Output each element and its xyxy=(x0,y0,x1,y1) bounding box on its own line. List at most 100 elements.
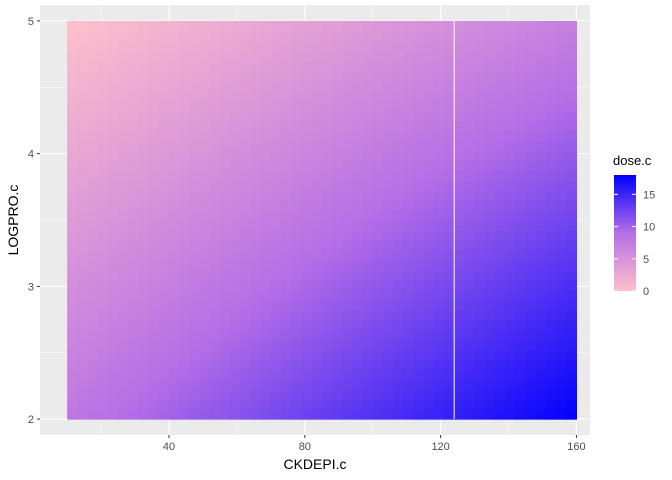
heatmap-tile xyxy=(169,70,180,82)
heatmap-tile xyxy=(423,210,435,221)
heatmap-tile xyxy=(67,409,78,420)
heatmap-tile xyxy=(250,120,262,132)
heatmap-tile xyxy=(118,190,129,201)
heatmap-tile xyxy=(331,339,343,350)
heatmap-tile xyxy=(67,299,78,311)
heatmap-tile xyxy=(87,110,99,122)
heatmap-tile xyxy=(281,40,292,52)
heatmap-tile xyxy=(107,140,119,151)
heatmap-tile xyxy=(535,269,547,281)
heatmap-tile xyxy=(494,50,506,62)
heatmap-tile xyxy=(107,80,119,92)
heatmap-tile xyxy=(209,190,221,201)
heatmap-tile xyxy=(444,309,455,321)
heatmap-tile xyxy=(118,90,129,102)
heatmap-tile xyxy=(97,60,109,72)
heatmap-tile xyxy=(219,130,231,141)
y-tick-label: 4 xyxy=(28,149,34,161)
heatmap-tile xyxy=(525,289,537,301)
heatmap-tile xyxy=(199,180,211,191)
heatmap-tile xyxy=(494,100,506,112)
heatmap-tile xyxy=(179,120,190,132)
heatmap-tile xyxy=(556,200,567,211)
heatmap-tile xyxy=(107,160,119,171)
heatmap-tile xyxy=(454,160,465,171)
heatmap-tile xyxy=(250,130,262,141)
heatmap-tile xyxy=(67,220,78,231)
heatmap-tile xyxy=(454,339,465,350)
heatmap-tile xyxy=(179,359,190,370)
heatmap-tile xyxy=(230,60,241,72)
heatmap-tile xyxy=(270,140,282,151)
heatmap-tile xyxy=(179,299,190,311)
heatmap-tile xyxy=(413,359,425,370)
heatmap-tile xyxy=(67,239,78,251)
heatmap-tile xyxy=(494,110,506,122)
heatmap-tile xyxy=(209,130,221,141)
heatmap-tile xyxy=(67,200,78,211)
heatmap-tile xyxy=(250,220,262,231)
heatmap-tile xyxy=(393,160,404,171)
heatmap-tile xyxy=(87,170,99,181)
heatmap-tile xyxy=(199,160,211,171)
heatmap-tile xyxy=(138,339,150,350)
heatmap-tile xyxy=(474,229,486,241)
heatmap-tile xyxy=(545,399,557,410)
heatmap-tile xyxy=(77,30,89,42)
heatmap-tile xyxy=(505,150,516,161)
heatmap-tile xyxy=(535,170,547,181)
heatmap-tile xyxy=(291,180,303,191)
heatmap-tile xyxy=(169,229,180,241)
heatmap-tile xyxy=(301,40,313,52)
heatmap-tile xyxy=(87,210,99,221)
heatmap-tile xyxy=(331,289,343,301)
heatmap-tile xyxy=(169,409,180,420)
heatmap-tile xyxy=(423,379,435,390)
heatmap-tile xyxy=(97,40,109,52)
heatmap-tile xyxy=(118,379,129,390)
heatmap-tile xyxy=(474,329,486,341)
heatmap-tile xyxy=(107,299,119,311)
heatmap-tile xyxy=(321,229,333,241)
heatmap-tile xyxy=(382,339,394,350)
heatmap-tile xyxy=(128,160,140,171)
heatmap-tile xyxy=(77,150,89,161)
heatmap-tile xyxy=(393,210,404,221)
heatmap-tile xyxy=(515,339,527,350)
heatmap-tile xyxy=(77,249,89,261)
heatmap-tile xyxy=(138,379,150,390)
heatmap-tile xyxy=(566,190,578,201)
heatmap-tile xyxy=(515,140,527,151)
heatmap-tile xyxy=(372,30,384,42)
heatmap-tile xyxy=(545,259,557,271)
heatmap-tile xyxy=(444,339,455,350)
heatmap-tile xyxy=(505,140,516,151)
heatmap-tile xyxy=(535,160,547,171)
heatmap-tile xyxy=(67,180,78,191)
heatmap-tile xyxy=(240,329,252,341)
heatmap-tile xyxy=(281,329,292,341)
heatmap-tile xyxy=(352,160,364,171)
heatmap-tile xyxy=(260,170,272,181)
heatmap-tile xyxy=(382,289,394,301)
heatmap-tile xyxy=(260,200,272,211)
legend-tick-label: 0 xyxy=(643,286,649,298)
heatmap-tile xyxy=(433,369,445,380)
heatmap-tile xyxy=(444,299,455,311)
heatmap-tile xyxy=(240,110,252,122)
heatmap-tile xyxy=(77,190,89,201)
heatmap-tile xyxy=(484,70,496,82)
heatmap-tile xyxy=(189,130,201,141)
heatmap-tile xyxy=(433,170,445,181)
heatmap-tile xyxy=(219,319,231,331)
heatmap-tile xyxy=(301,279,313,291)
heatmap-tile xyxy=(189,249,201,261)
heatmap-tile xyxy=(301,210,313,221)
heatmap-tile xyxy=(128,239,140,251)
heatmap-tile xyxy=(189,279,201,291)
heatmap-tile xyxy=(331,180,343,191)
heatmap-tile xyxy=(179,399,190,410)
heatmap-tile xyxy=(291,190,303,201)
heatmap-tile xyxy=(372,289,384,301)
heatmap-tile xyxy=(321,160,333,171)
